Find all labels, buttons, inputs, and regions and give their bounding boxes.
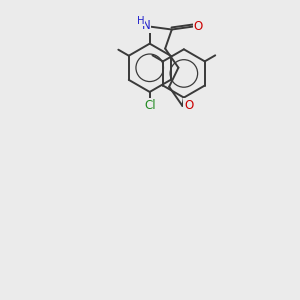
Text: H: H [137,16,145,26]
Text: Cl: Cl [144,99,155,112]
Text: O: O [194,20,203,33]
Text: N: N [142,19,151,32]
Text: O: O [184,99,194,112]
